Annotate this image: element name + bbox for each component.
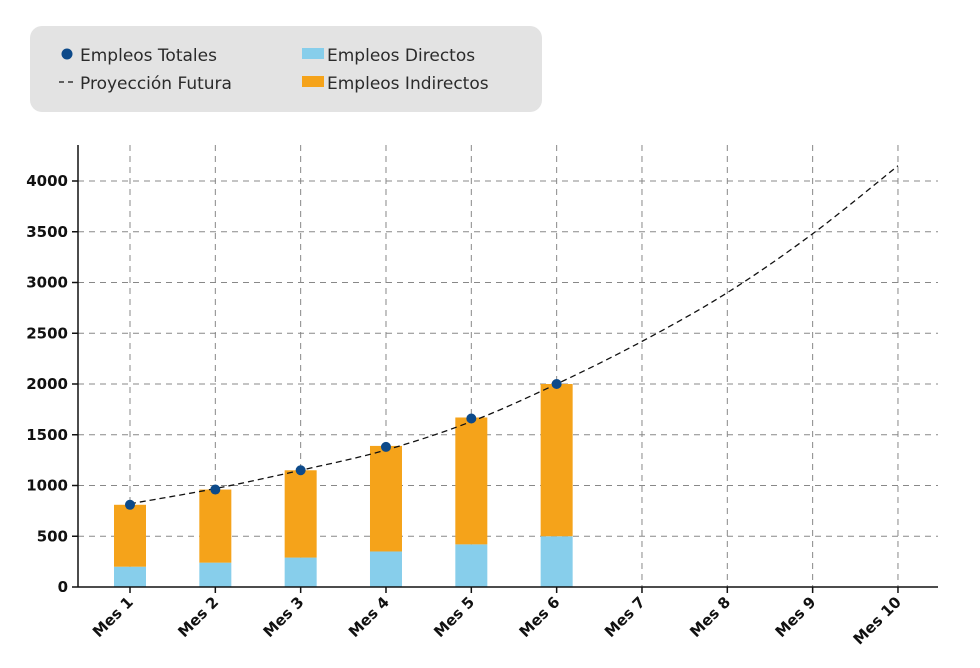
x-tick-label-2: Mes 2 <box>174 593 222 641</box>
y-tick-label-1500: 1500 <box>26 426 68 444</box>
legend-item-empleos-directos: Empleos Directos <box>302 46 475 66</box>
legend: Empleos Totales Proyección Futura Empleo… <box>30 26 542 112</box>
bar-indirectos-6 <box>540 384 573 537</box>
legend-background <box>30 26 542 112</box>
legend-marker-empleos-indirectos <box>302 76 324 87</box>
y-tick-label-4000: 4000 <box>26 172 68 190</box>
point-total-5 <box>466 413 477 424</box>
projection-line-group <box>129 165 899 505</box>
legend-marker-empleos-directos <box>302 48 324 59</box>
legend-item-empleos-totales: Empleos Totales <box>61 46 217 66</box>
y-tick-label-500: 500 <box>37 527 68 545</box>
x-tick-label-6: Mes 6 <box>516 593 564 641</box>
bar-indirectos-2 <box>199 489 232 563</box>
projection-line <box>129 165 899 505</box>
point-total-6 <box>551 379 562 389</box>
y-tick-label-2000: 2000 <box>26 375 68 393</box>
bar-directos-3 <box>284 557 317 587</box>
x-tick-label-4: Mes 4 <box>345 593 393 641</box>
point-total-2 <box>210 484 221 495</box>
x-tick-label-7: Mes 7 <box>601 593 649 641</box>
legend-label-empleos-totales: Empleos Totales <box>80 46 217 66</box>
x-tick-label-8: Mes 8 <box>686 593 734 641</box>
y-tick-labels: 0 500 1000 1500 2000 2500 3000 3500 4000 <box>26 172 78 596</box>
bar-indirectos-3 <box>284 470 317 558</box>
bar-directos-1 <box>114 566 146 587</box>
y-tick-label-0: 0 <box>58 578 68 596</box>
total-points <box>125 379 562 510</box>
bar-directos-4 <box>369 551 402 587</box>
legend-marker-empleos-totales <box>61 48 73 60</box>
bar-directos-6 <box>540 536 573 587</box>
y-tick-label-3000: 3000 <box>26 274 68 292</box>
legend-item-empleos-indirectos: Empleos Indirectos <box>302 74 489 94</box>
bar-directos-2 <box>199 562 232 587</box>
bar-indirectos-5 <box>455 417 488 545</box>
bars <box>114 384 573 587</box>
y-tick-label-2500: 2500 <box>26 324 68 342</box>
x-tick-label-10: Mes 10 <box>850 593 905 648</box>
x-tick-label-3: Mes 3 <box>260 593 308 641</box>
x-tick-label-9: Mes 9 <box>772 593 820 641</box>
y-tick-label-1000: 1000 <box>26 477 68 495</box>
x-tick-labels: Mes 1 Mes 2 Mes 3 Mes 4 Mes 5 Mes 6 Mes 7 Mes 8… <box>89 587 905 648</box>
bar-indirectos-1 <box>114 504 146 567</box>
legend-label-empleos-indirectos: Empleos Indirectos <box>327 74 489 94</box>
bar-indirectos-4 <box>369 445 402 552</box>
legend-item-proyeccion-futura: Proyección Futura <box>59 74 232 94</box>
x-tick-label-5: Mes 5 <box>430 593 478 641</box>
point-total-4 <box>380 441 391 452</box>
legend-label-empleos-directos: Empleos Directos <box>327 46 475 66</box>
bar-directos-5 <box>455 544 488 587</box>
y-tick-label-3500: 3500 <box>26 223 68 241</box>
legend-label-proyeccion-futura: Proyección Futura <box>80 74 232 94</box>
axes <box>77 145 938 588</box>
point-total-3 <box>295 465 306 476</box>
x-tick-label-1: Mes 1 <box>89 593 137 641</box>
point-total-1 <box>125 499 135 510</box>
